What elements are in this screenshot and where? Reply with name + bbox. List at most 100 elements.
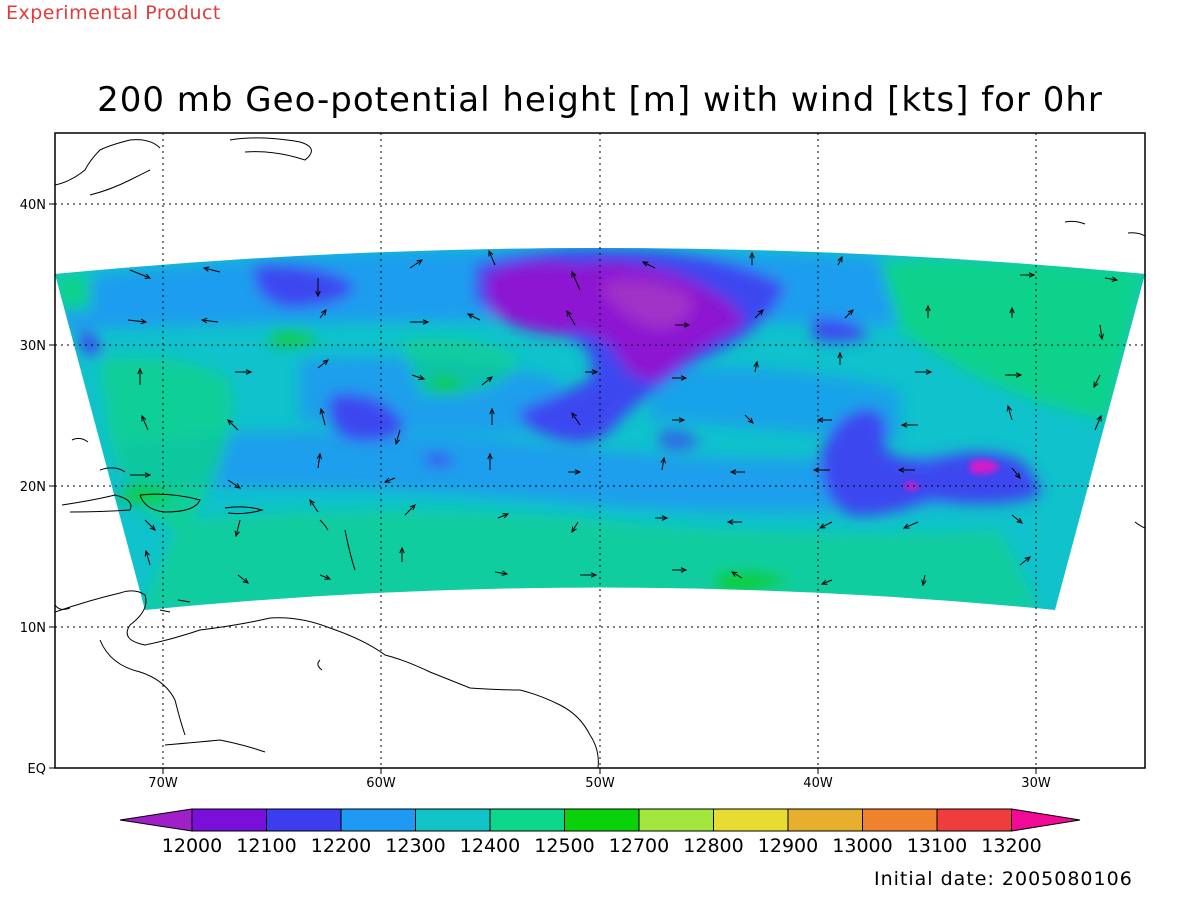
lat-label-40n: 40N: [20, 198, 46, 213]
wind-arrow: [234, 519, 241, 538]
wind-arrow: [497, 513, 510, 519]
wind-arrow: [837, 255, 843, 266]
colorbar-label: 13000: [832, 835, 892, 857]
wind-arrow: [1093, 374, 1101, 389]
lat-label-eq: EQ: [28, 762, 46, 777]
wind-arrow: [1020, 272, 1036, 278]
lat-label-10n: 10N: [20, 621, 46, 636]
wind-arrow: [319, 407, 326, 426]
map-title: 200 mb Geo-potential height [m] with win…: [97, 80, 1103, 120]
colorbar: 12000 12100 12200 12300 12400 12500 12700 12800…: [119, 808, 1081, 857]
wind-arrow: [641, 261, 656, 269]
wind-arrow: [202, 266, 221, 273]
wind-arrow: [1098, 324, 1105, 341]
wind-arrow: [383, 477, 396, 483]
wind-arrow: [127, 318, 148, 325]
colorbar-label: 12100: [236, 835, 296, 857]
wind-arrow: [309, 498, 319, 513]
wind-arrow: [1019, 556, 1031, 566]
wind-arrow: [900, 422, 918, 428]
wind-arrow: [1104, 276, 1119, 282]
wind-arrow: [410, 319, 430, 325]
wind-arrow: [1011, 514, 1023, 524]
wind-arrow: [749, 251, 755, 265]
colorbar-swatch: [340, 808, 416, 832]
wind-arrow: [319, 574, 332, 580]
wind-arrow: [237, 574, 249, 584]
wind-arrow: [921, 574, 927, 587]
wind-arrow: [394, 429, 401, 446]
colorbar-label: 13200: [981, 835, 1041, 857]
coastlines: [55, 137, 1145, 768]
colorbar-swatch: [936, 808, 1012, 832]
colorbar-swatch: [415, 808, 491, 832]
colorbar-label: 12200: [311, 835, 371, 857]
wind-arrow: [571, 270, 581, 291]
wind-vectors: [127, 249, 1119, 587]
wind-arrow: [130, 472, 152, 478]
wind-arrow: [227, 419, 239, 431]
lon-axis-labels: 70W 60W 50W 40W 30W: [148, 776, 1051, 791]
wind-arrow: [753, 360, 759, 373]
colorbar-swatch: [787, 808, 863, 832]
wind-arrow: [915, 369, 933, 375]
lon-label-30w: 30W: [1021, 776, 1051, 791]
colorbar-swatch: [564, 808, 640, 832]
colorbar-swatch: [266, 808, 342, 832]
wind-arrow: [137, 367, 143, 385]
wind-arrow: [409, 259, 424, 269]
map-grid: [55, 133, 1145, 768]
lon-label-70w: 70W: [148, 776, 178, 791]
wind-arrow: [316, 452, 323, 469]
wind-arrow: [487, 452, 493, 470]
wind-arrow: [726, 519, 742, 525]
lon-label-50w: 50W: [585, 776, 615, 791]
wind-arrow: [129, 269, 152, 279]
wind-arrow: [729, 469, 745, 475]
wind-arrow: [144, 549, 151, 566]
wind-arrow: [672, 417, 686, 423]
wind-arrow: [141, 414, 149, 431]
wind-arrow: [818, 521, 833, 529]
wind-arrow: [744, 414, 754, 424]
wind-arrow: [1094, 414, 1102, 431]
colorbar-label: 13100: [907, 835, 967, 857]
wind-arrow: [812, 467, 830, 473]
colorbar-label: 12000: [162, 835, 222, 857]
wind-arrow: [200, 317, 219, 324]
colorbar-label: 12500: [534, 835, 594, 857]
colorbar-swatch: [862, 808, 938, 832]
wind-arrow: [754, 309, 764, 319]
wind-arrow: [571, 521, 579, 534]
colorbar-label: 12900: [758, 835, 818, 857]
colorbar-swatch: [638, 808, 714, 832]
wind-arrow: [897, 467, 915, 473]
wind-arrow: [489, 407, 495, 425]
wind-arrow: [566, 309, 576, 326]
wind-arrow: [844, 309, 854, 319]
wind-arrow: [816, 417, 832, 423]
experimental-product-label: Experimental Product: [6, 2, 221, 24]
wind-arrow: [488, 249, 496, 266]
wind-arrow: [1006, 404, 1013, 421]
colorbar-label: 12300: [385, 835, 445, 857]
wind-arrow: [571, 411, 581, 426]
wind-arrow: [481, 376, 493, 386]
wind-arrow: [411, 374, 426, 381]
wind-arrow: [144, 519, 156, 531]
colorbar-swatch: [191, 808, 267, 832]
colorbar-swatch: [489, 808, 565, 832]
wind-arrow: [672, 375, 688, 381]
lat-axis-labels: EQ 10N 20N 30N 40N: [20, 198, 46, 777]
wind-arrow: [319, 309, 327, 319]
wind-arrow: [655, 515, 669, 521]
colorbar-low-arrow: [119, 808, 193, 832]
wind-arrow: [672, 567, 688, 573]
wind-arrow: [820, 579, 833, 585]
initial-date: Initial date: 2005080106: [874, 868, 1133, 890]
wind-arrow: [494, 570, 509, 576]
colorbar-high-arrow: [1011, 808, 1081, 832]
lon-label-40w: 40W: [803, 776, 833, 791]
wind-arrow: [404, 504, 416, 516]
